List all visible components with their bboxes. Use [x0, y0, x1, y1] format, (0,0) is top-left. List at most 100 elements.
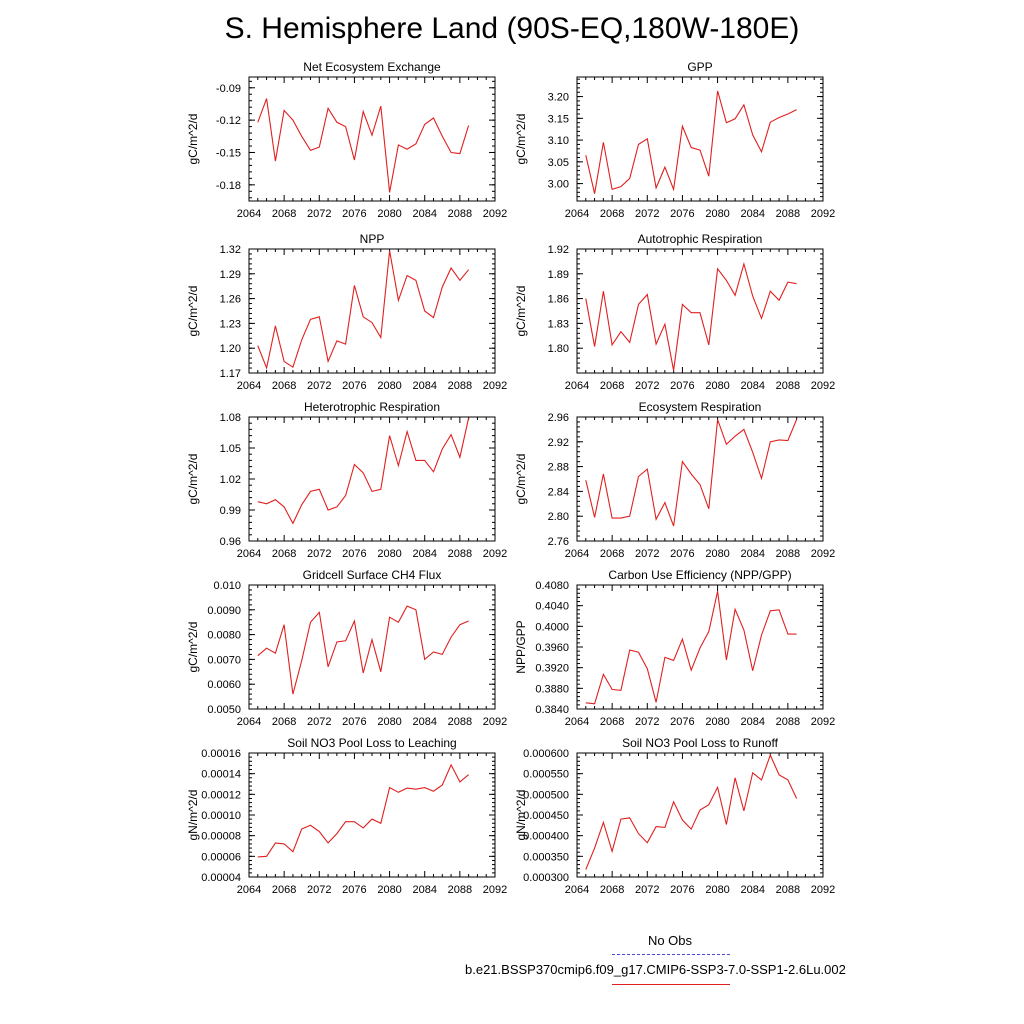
y-tick-label: 3.05 — [548, 157, 569, 169]
y-tick-label: 2.80 — [548, 511, 569, 523]
y-tick-label: 0.96 — [220, 536, 241, 548]
legend-case-label: b.e21.BSSP370cmip6.f09_g17.CMIP6-SSP3-7.… — [465, 962, 846, 977]
y-tick-label: 0.0060 — [207, 679, 241, 691]
series-line — [257, 605, 469, 695]
x-tick-label: 2068 — [272, 716, 296, 728]
y-tick-label: 0.3880 — [535, 683, 569, 695]
y-tick-label: 0.0080 — [207, 630, 241, 642]
chart-9: Soil NO3 Pool Loss to Leaching gN/m^2/d 20… — [186, 736, 507, 896]
y-tick-label: 2.96 — [548, 412, 569, 424]
x-tick-label: 2084 — [740, 716, 764, 728]
x-tick-label: 2068 — [600, 548, 624, 560]
y-tick-label: 0.3920 — [535, 663, 569, 675]
series-line — [585, 261, 797, 371]
plot-frame — [576, 416, 824, 542]
x-tick-label: 2072 — [635, 208, 659, 220]
chart-title: Soil NO3 Pool Loss to Leaching — [287, 736, 456, 750]
plot-frame — [248, 248, 496, 374]
y-tick-label: 0.3840 — [535, 704, 569, 716]
y-tick-label: 0.00012 — [201, 789, 241, 801]
x-tick-label: 2072 — [635, 380, 659, 392]
series-line — [585, 90, 797, 194]
x-tick-label: 2092 — [811, 884, 835, 896]
plot-frame — [576, 752, 824, 878]
y-tick-label: 0.000600 — [523, 748, 569, 760]
x-tick-label: 2076 — [342, 380, 366, 392]
y-tick-label: 0.00010 — [201, 810, 241, 822]
x-tick-label: 2084 — [412, 380, 436, 392]
series-line — [585, 753, 798, 870]
chart-10: Soil NO3 Pool Loss to Runoff gN/m^2/d 2064… — [514, 736, 835, 896]
chart-3: NPP gC/m^2/d 2064 2068 2072 2076 2080 2084 2088 2… — [186, 232, 507, 392]
x-tick-label: 2068 — [272, 208, 296, 220]
y-axis-label: gC/m^2/d — [186, 114, 200, 165]
plot-frame — [248, 416, 496, 542]
y-tick-label: 3.00 — [548, 179, 569, 191]
y-axis-label: gC/m^2/d — [186, 286, 200, 337]
y-tick-label: 0.000400 — [523, 831, 569, 843]
chart-title: Net Ecosystem Exchange — [303, 60, 441, 74]
x-tick-label: 2092 — [483, 380, 507, 392]
x-tick-label: 2092 — [811, 380, 835, 392]
page-title: S. Hemisphere Land (90S-EQ,180W-180E) — [224, 12, 800, 45]
series-line — [257, 417, 470, 525]
x-tick-label: 2080 — [705, 716, 729, 728]
x-tick-label: 2076 — [342, 716, 366, 728]
y-tick-label: 2.84 — [548, 486, 569, 498]
y-tick-label: 1.05 — [220, 443, 241, 455]
y-tick-label: 0.4080 — [535, 580, 569, 592]
x-tick-label: 2084 — [740, 548, 764, 560]
y-axis-label: gN/m^2/d — [514, 790, 528, 841]
x-tick-label: 2076 — [670, 208, 694, 220]
x-tick-label: 2076 — [670, 884, 694, 896]
x-tick-label: 2072 — [635, 548, 659, 560]
x-tick-label: 2076 — [670, 716, 694, 728]
x-tick-label: 2076 — [670, 380, 694, 392]
x-tick-label: 2084 — [412, 884, 436, 896]
x-tick-label: 2068 — [272, 884, 296, 896]
y-tick-label: 0.000350 — [523, 851, 569, 863]
y-tick-label: 1.23 — [220, 318, 241, 330]
y-tick-label: 3.10 — [548, 135, 569, 147]
chart-7: Gridcell Surface CH4 Flux gC/m^2/d 2064 206… — [186, 568, 507, 728]
y-tick-label: -0.09 — [216, 83, 241, 95]
x-tick-label: 2072 — [635, 716, 659, 728]
x-tick-label: 2080 — [377, 716, 401, 728]
y-tick-label: 0.00014 — [201, 769, 241, 781]
x-tick-label: 2064 — [565, 884, 589, 896]
chart-5: Heterotrophic Respiration gC/m^2/d 2064 206… — [186, 400, 507, 560]
plot-frame — [248, 76, 496, 202]
x-tick-label: 2064 — [237, 208, 261, 220]
legend-obs-line — [612, 954, 730, 955]
x-tick-label: 2064 — [237, 548, 261, 560]
x-tick-label: 2084 — [740, 884, 764, 896]
y-axis-label: gC/m^2/d — [186, 622, 200, 673]
x-tick-label: 2088 — [448, 884, 472, 896]
x-tick-label: 2080 — [705, 208, 729, 220]
x-tick-label: 2092 — [483, 716, 507, 728]
x-tick-label: 2092 — [483, 208, 507, 220]
x-tick-label: 2068 — [600, 380, 624, 392]
y-tick-label: 0.4000 — [535, 621, 569, 633]
series-line — [585, 419, 798, 527]
series-line — [257, 763, 469, 858]
chart-title: Autotrophic Respiration — [638, 232, 763, 246]
x-tick-label: 2076 — [342, 208, 366, 220]
legend-obs-label: No Obs — [647, 933, 693, 948]
y-axis-label: gC/m^2/d — [514, 114, 528, 165]
x-tick-label: 2084 — [740, 380, 764, 392]
x-tick-label: 2084 — [740, 208, 764, 220]
y-tick-label: 0.000550 — [523, 769, 569, 781]
x-tick-label: 2072 — [307, 884, 331, 896]
y-tick-label: 1.32 — [220, 244, 241, 256]
plot-frame — [248, 752, 496, 878]
y-tick-label: 1.29 — [220, 269, 241, 281]
x-tick-label: 2072 — [307, 380, 331, 392]
x-tick-label: 2088 — [776, 548, 800, 560]
x-tick-label: 2080 — [377, 884, 401, 896]
y-axis-label: NPP/GPP — [514, 620, 528, 673]
y-tick-label: 1.08 — [220, 412, 241, 424]
y-tick-label: -0.18 — [216, 180, 241, 192]
x-tick-label: 2088 — [776, 884, 800, 896]
y-tick-label: 3.20 — [548, 92, 569, 104]
